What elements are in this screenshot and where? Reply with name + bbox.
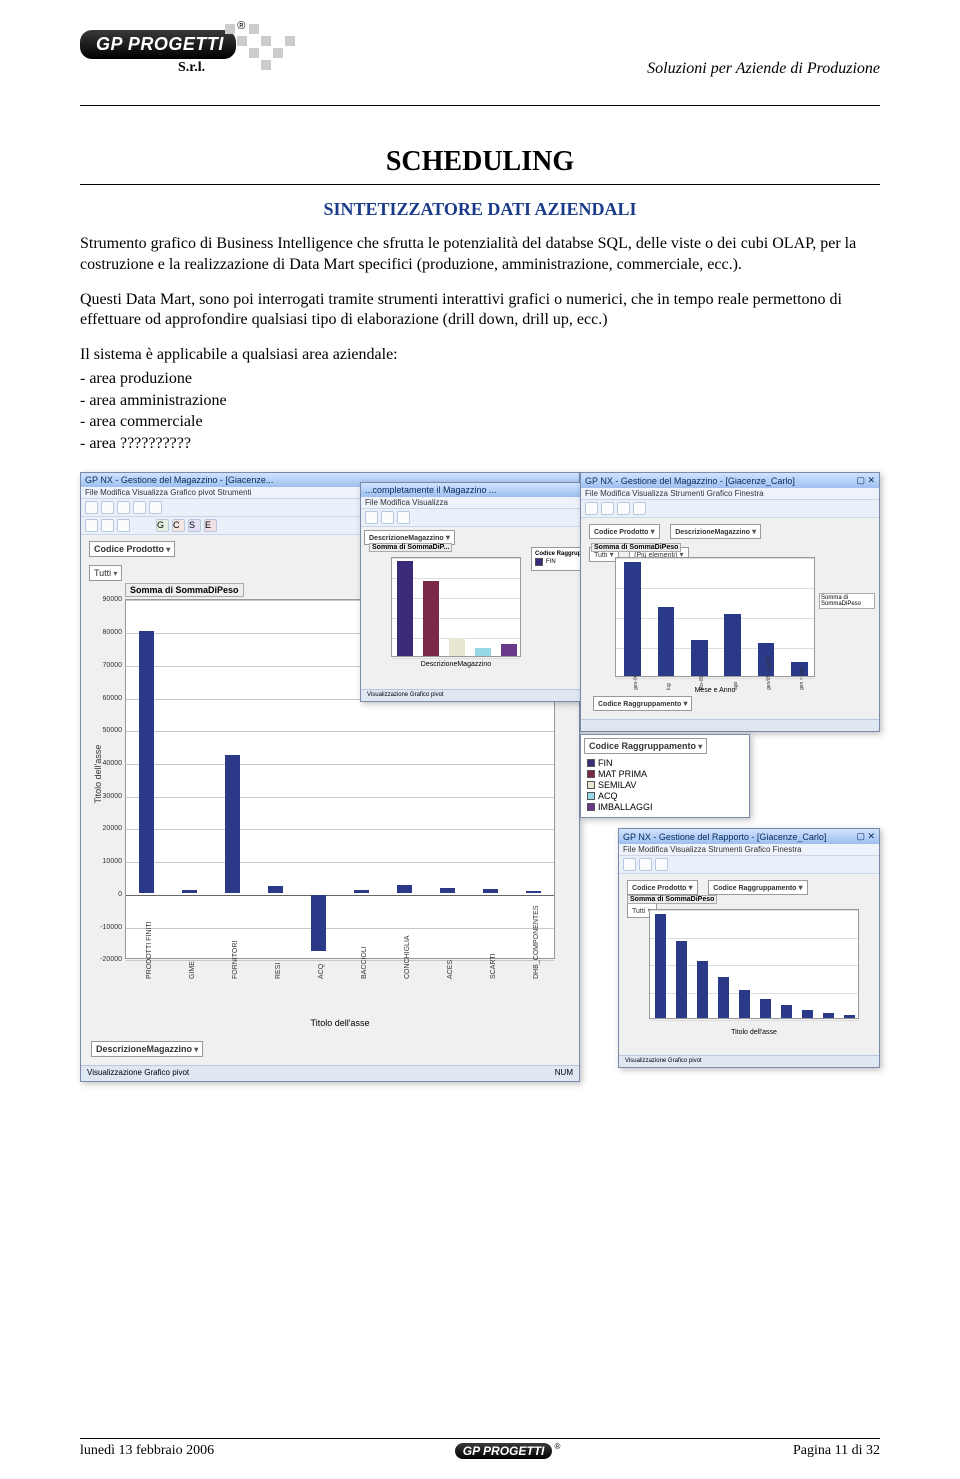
footer-date: lunedì 13 febbraio 2006 [80,1443,214,1459]
win3-pivot2[interactable]: DescrizioneMagazzino [670,524,761,539]
toolbar-button[interactable] [133,501,146,514]
win3-legend-pivot[interactable]: Codice Raggruppamento [593,696,692,711]
list-item: - area amministrazione [80,390,880,412]
win4-title: GP NX - Gestione del Rapporto - [Giacenz… [623,832,826,842]
paragraph-1: Strumento grafico di Business Intelligen… [80,234,880,276]
win-main-title: GP NX - Gestione del Magazzino - [Giacen… [85,475,273,485]
page-header: GP PROGETTI S.r.l. Soluzioni per Aziende… [80,30,880,106]
pivot-codice-prodotto[interactable]: Codice Prodotto [89,541,175,557]
win3-title: GP NX - Gestione del Magazzino - [Giacen… [585,476,795,486]
legend-item: MAT PRIMA [587,769,743,779]
win4-pivot1[interactable]: Codice Prodotto [627,880,698,895]
y-axis-label: Titolo dell'asse [93,745,103,804]
legend-item: IMBALLAGGI [587,802,743,812]
win-4: GP NX - Gestione del Rapporto - [Giacenz… [618,828,880,1068]
win4-x-title: Titolo dell'asse [649,1029,859,1036]
toolbar-button[interactable] [85,501,98,514]
chart-4 [649,909,859,1019]
list-intro: Il sistema è applicabile a qualsiasi are… [80,345,880,366]
list-item: - area produzione [80,368,880,390]
pivot-descrizione-magazzino[interactable]: DescrizioneMagazzino [91,1041,203,1057]
header-tagline: Soluzioni per Aziende di Produzione [647,60,880,78]
chart-2 [391,557,521,657]
win2-chart-label: Somma di SommaDiP... [369,543,452,552]
footer-logo: GP PROGETTI [455,1443,553,1459]
status-num: NUM [555,1068,573,1077]
toolbar-button[interactable]: C [172,519,185,532]
win4-menu[interactable]: File Modifica Visualizza Strumenti Grafi… [619,844,879,856]
toolbar-button[interactable] [117,501,130,514]
page-subtitle: SINTETIZZATORE DATI AZIENDALI [80,199,880,220]
toolbar-button[interactable]: E [204,519,217,532]
page-footer: lunedì 13 febbraio 2006 GP PROGETTI Pagi… [80,1438,880,1459]
legend-panel: Codice Raggruppamento FINMAT PRIMASEMILA… [580,734,750,818]
list-item: - area commerciale [80,411,880,433]
win4-series: Somma di SommaDiPeso [627,895,717,904]
win3-side-legend: Somma di SommaDiPeso [819,593,875,609]
toolbar-button[interactable] [85,519,98,532]
toolbar-button[interactable] [101,501,114,514]
toolbar-button[interactable] [117,519,130,532]
win2-title: ...completamente il Magazzino ... [365,485,497,495]
footer-page: Pagina 11 di 32 [793,1443,880,1459]
chart-3: gen-04lugfeb-05agogen/05 - lug/05gen > a… [615,557,815,677]
page-title: SCHEDULING [80,146,880,178]
legend-item: ACQ [587,791,743,801]
chart-title-main: Somma di SommaDiPeso [125,583,244,597]
win-3: GP NX - Gestione del Magazzino - [Giacen… [580,472,880,732]
toolbar-button[interactable] [101,519,114,532]
screenshot-collage: GP NX - Gestione del Magazzino - [Giacen… [80,472,880,1092]
legend-title[interactable]: Codice Raggruppamento [584,738,707,754]
win4-pivot2[interactable]: Codice Raggruppamento [708,880,807,895]
brand-logo: GP PROGETTI [80,30,236,59]
toolbar-button[interactable]: G [156,519,169,532]
pivot-tutti[interactable]: Tutti [89,565,122,581]
win3-pivot1[interactable]: Codice Prodotto [589,524,660,539]
toolbar-button[interactable] [149,501,162,514]
legend-item: SEMILAV [587,780,743,790]
x-axis-title-main: Titolo dell'asse [125,1018,555,1028]
paragraph-2: Questi Data Mart, sono poi interrogati t… [80,290,880,332]
win3-menu[interactable]: File Modifica Visualizza Strumenti Grafi… [581,488,879,500]
toolbar-button[interactable]: S [188,519,201,532]
list-item: - area ?????????? [80,433,880,455]
brand-srl: S.r.l. [178,60,205,76]
header-decoration [225,24,345,70]
win-main-statusbar: Visualizzazione Grafico pivot NUM [81,1065,579,1081]
legend-item: FIN [587,758,743,768]
win3-series: Somma di SommaDiPeso [591,543,681,552]
area-list: - area produzione - area amministrazione… [80,368,880,454]
win2-x-title: DescrizioneMagazzino [391,661,521,668]
status-text: Visualizzazione Grafico pivot [87,1068,189,1077]
